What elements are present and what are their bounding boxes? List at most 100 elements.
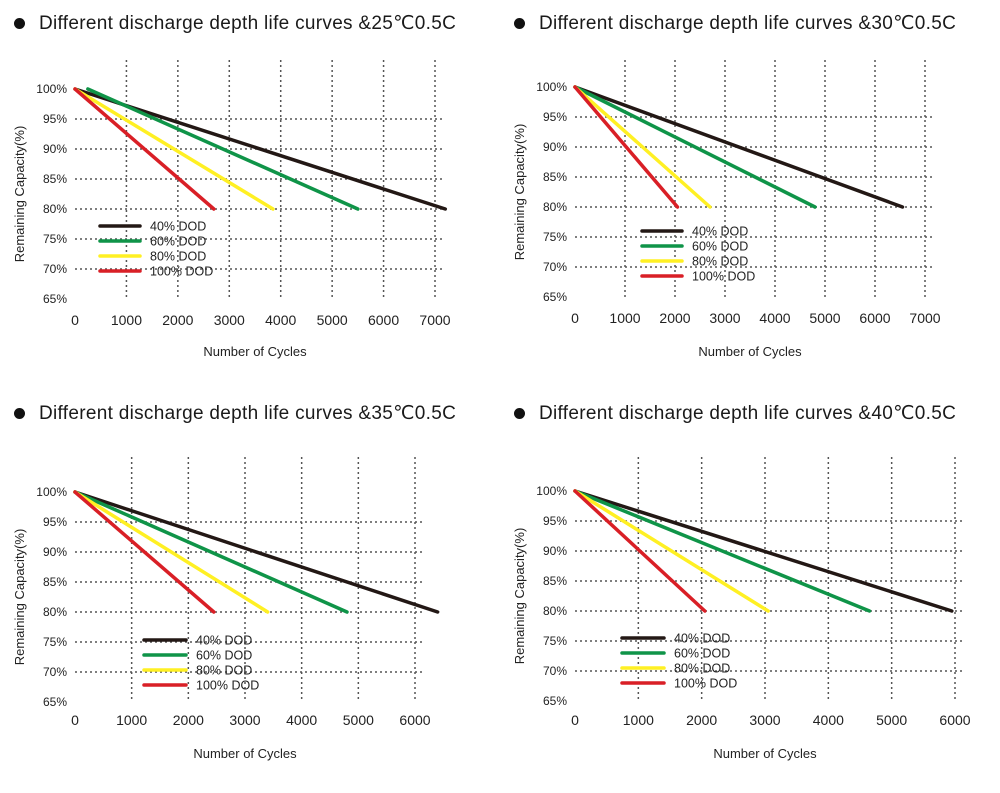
series-line-100-dod: [573, 85, 680, 209]
x-axis-label: Number of Cycles: [713, 746, 817, 761]
x-tick-label: 0: [71, 712, 79, 728]
y-tick-label: 70%: [543, 260, 567, 274]
legend-label: 40% DOD: [674, 632, 730, 646]
y-tick-label: 90%: [543, 140, 567, 154]
series-line-80-dod: [573, 489, 770, 613]
x-tick-label: 6000: [399, 712, 430, 728]
x-tick-label: 2000: [686, 712, 717, 728]
x-tick-label: 2000: [173, 712, 204, 728]
chart-panel-40c: Different discharge depth life curves &4…: [500, 397, 1000, 793]
bullet-icon: [14, 17, 25, 29]
y-tick-label: 95%: [43, 515, 67, 529]
x-tick-label: 1000: [609, 310, 640, 326]
grid: [575, 60, 933, 297]
y-axis-label: Remaining Capacity(%): [512, 124, 527, 261]
x-tick-label: 6000: [859, 310, 890, 326]
legend-label: 80% DOD: [674, 662, 730, 676]
series-line-100-dod: [573, 489, 707, 613]
y-tick-label: 95%: [43, 112, 67, 126]
series-line-40-dod: [73, 490, 440, 614]
y-tick-label: 80%: [543, 200, 567, 214]
life-curve-chart-40c: 100% 95% 90% 85% 80% 75% 70% 65% 0 1000 2000 3000 40…: [512, 457, 971, 761]
y-tick-label: 100%: [36, 485, 67, 499]
x-tick-label: 1000: [111, 312, 142, 328]
series-line-80-dod: [73, 87, 275, 211]
y-tick-label: 100%: [36, 82, 67, 96]
series-group: [573, 85, 905, 209]
chart-title: Different discharge depth life curves &4…: [539, 402, 957, 424]
legend-label: 100% DOD: [150, 265, 213, 279]
legend-label: 40% DOD: [692, 225, 748, 239]
x-tick-label: 4000: [813, 712, 844, 728]
x-tick-label: 5000: [876, 712, 907, 728]
x-tick-label: 5000: [809, 310, 840, 326]
y-tick-label: 85%: [543, 170, 567, 184]
x-tick-label: 1000: [623, 712, 654, 728]
y-tick-label: 70%: [43, 665, 67, 679]
chart-title-row: Different discharge depth life curves &4…: [514, 400, 956, 426]
grid: [75, 457, 423, 702]
x-tick-label: 7000: [909, 310, 940, 326]
x-tick-label: 3000: [214, 312, 245, 328]
series-line-100-dod: [73, 87, 216, 211]
chart-panel-25c: Different discharge depth life curves &2…: [0, 0, 500, 396]
legend-label: 60% DOD: [674, 647, 730, 661]
series-line-80-dod: [573, 85, 712, 209]
y-tick-label: 90%: [543, 544, 567, 558]
series-line-40-dod: [573, 85, 905, 209]
x-tick-label: 7000: [419, 312, 450, 328]
series-line-60-dod: [573, 85, 817, 209]
chart-title: Different discharge depth life curves &3…: [39, 402, 457, 424]
series-line-100-dod: [73, 490, 216, 614]
x-tick-label: 6000: [939, 712, 970, 728]
chart-title: Different discharge depth life curves &2…: [39, 12, 457, 34]
y-axis-label: Remaining Capacity(%): [12, 529, 27, 666]
y-tick-label: 95%: [543, 110, 567, 124]
y-axis: 100% 95% 90% 85% 80% 75% 70% 65%: [536, 80, 567, 304]
series-line-40-dod: [573, 489, 954, 613]
series-line-60-dod: [73, 490, 349, 614]
chart-panel-30c: Different discharge depth life curves &3…: [500, 0, 1000, 396]
series-line-60-dod: [86, 87, 360, 211]
x-tick-label: 3000: [749, 712, 780, 728]
grid: [75, 60, 443, 299]
bullet-icon: [514, 17, 525, 29]
y-tick-label: 90%: [43, 142, 67, 156]
y-tick-label: 80%: [43, 605, 67, 619]
chart-panel-35c: Different discharge depth life curves &3…: [0, 397, 500, 793]
x-axis: 0 1000 2000 3000 4000 5000 6000: [71, 712, 431, 728]
bullet-icon: [14, 407, 25, 419]
y-axis: 100% 95% 90% 85% 80% 75% 70% 65%: [536, 484, 567, 708]
y-tick-label: 85%: [43, 172, 67, 186]
y-tick-label: 100%: [536, 80, 567, 94]
y-axis-label: Remaining Capacity(%): [12, 126, 27, 263]
x-tick-label: 0: [571, 310, 579, 326]
y-tick-label: 80%: [543, 604, 567, 618]
x-tick-label: 0: [571, 712, 579, 728]
x-tick-label: 2000: [162, 312, 193, 328]
y-tick-label: 85%: [543, 574, 567, 588]
series-group: [73, 87, 448, 211]
x-tick-label: 6000: [368, 312, 399, 328]
bullet-icon: [514, 407, 525, 419]
legend-label: 100% DOD: [674, 677, 737, 691]
life-curve-chart-25c: 100% 95% 90% 85% 80% 75% 70% 65% 0 1000 2000 3000 40…: [12, 60, 451, 359]
x-axis-label: Number of Cycles: [698, 344, 802, 359]
y-tick-label: 70%: [543, 664, 567, 678]
x-tick-label: 2000: [659, 310, 690, 326]
x-tick-label: 5000: [317, 312, 348, 328]
life-curve-chart-30c: 100% 95% 90% 85% 80% 75% 70% 65% 0 1000 2000 3000 40…: [512, 60, 941, 359]
y-tick-label: 65%: [543, 290, 567, 304]
x-axis: 0 1000 2000 3000 4000 5000 6000 7000: [71, 312, 451, 328]
x-tick-label: 5000: [343, 712, 374, 728]
chart-title: Different discharge depth life curves &3…: [539, 12, 957, 34]
y-axis-label: Remaining Capacity(%): [512, 528, 527, 665]
x-axis-label: Number of Cycles: [193, 746, 297, 761]
y-tick-label: 65%: [543, 694, 567, 708]
legend-label: 80% DOD: [196, 664, 252, 678]
series-group: [573, 489, 954, 613]
legend-label: 60% DOD: [150, 235, 206, 249]
